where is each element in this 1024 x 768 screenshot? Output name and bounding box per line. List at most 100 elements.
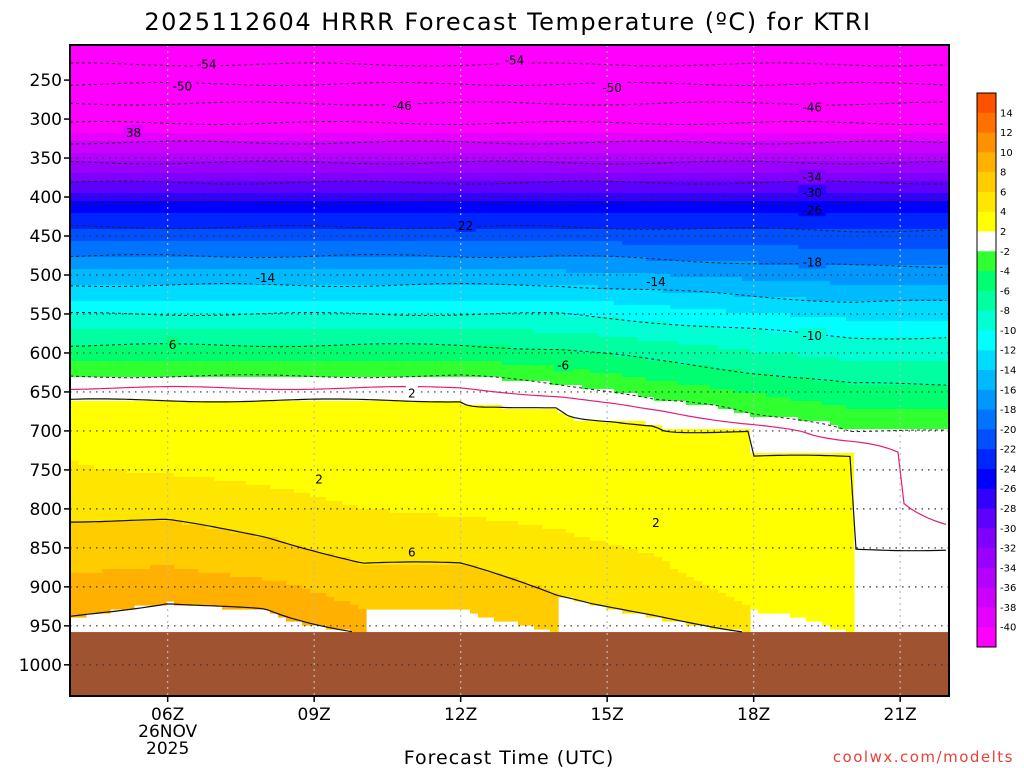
temperature-cell xyxy=(806,213,815,230)
temperature-cell xyxy=(318,329,327,346)
temperature-cell xyxy=(662,45,671,134)
temperature-cell xyxy=(302,301,311,314)
temperature-cell xyxy=(838,453,847,630)
temperature-cell xyxy=(214,285,223,302)
temperature-cell xyxy=(366,285,375,302)
temperature-cell xyxy=(206,285,215,302)
temperature-cell xyxy=(670,229,679,246)
temperature-cell xyxy=(838,405,847,430)
temperature-cell xyxy=(902,285,911,302)
temperature-cell xyxy=(94,257,103,270)
temperature-cell xyxy=(334,161,343,174)
temperature-cell xyxy=(830,453,839,630)
temperature-cell xyxy=(854,173,863,182)
temperature-cell xyxy=(534,133,543,142)
temperature-cell xyxy=(766,353,775,374)
temperature-cell xyxy=(550,593,559,634)
temperature-cell xyxy=(702,141,711,154)
contour-label: -50 xyxy=(602,81,622,95)
temperature-cell xyxy=(422,565,431,610)
temperature-cell xyxy=(470,181,479,194)
temperature-cell xyxy=(526,173,535,182)
temperature-cell xyxy=(406,229,415,242)
temperature-cell xyxy=(622,201,631,214)
temperature-cell xyxy=(158,377,167,402)
temperature-cell xyxy=(166,201,175,214)
temperature-cell xyxy=(814,213,823,230)
temperature-cell xyxy=(926,301,935,322)
temperature-cell xyxy=(534,301,543,314)
temperature-cell xyxy=(462,181,471,194)
temperature-cell xyxy=(550,229,559,242)
temperature-cell xyxy=(438,361,447,378)
contour-label-bg xyxy=(798,327,827,342)
y-tick-label: 300 xyxy=(30,110,62,130)
temperature-cell xyxy=(118,45,127,134)
temperature-cell xyxy=(142,401,151,474)
temperature-cell xyxy=(294,173,303,182)
temperature-cell xyxy=(414,329,423,346)
temperature-cell xyxy=(166,313,175,330)
temperature-cell xyxy=(78,229,87,242)
temperature-cell xyxy=(438,301,447,314)
temperature-cell xyxy=(422,313,431,330)
temperature-cell xyxy=(126,153,135,162)
temperature-cell xyxy=(926,229,935,250)
temperature-cell xyxy=(734,429,743,602)
temperature-cell xyxy=(358,285,367,302)
temperature-cell xyxy=(438,329,447,346)
contour-label-bg xyxy=(123,125,144,140)
temperature-cell xyxy=(878,409,887,430)
temperature-cell xyxy=(342,229,351,242)
temperature-cell xyxy=(206,153,215,162)
temperature-cell xyxy=(326,501,335,554)
temperature-cell xyxy=(694,141,703,154)
contour-label-bg xyxy=(455,217,476,232)
footer-link[interactable]: coolwx.com/modelts xyxy=(833,748,1014,766)
temperature-cell xyxy=(182,193,191,202)
temperature-cell xyxy=(478,517,487,570)
temperature-cell xyxy=(158,181,167,194)
temperature-cell xyxy=(318,285,327,302)
temperature-cell xyxy=(902,213,911,230)
temperature-cell xyxy=(670,133,679,142)
temperature-cell xyxy=(142,229,151,242)
temperature-cell xyxy=(614,161,623,174)
temperature-cell xyxy=(182,361,191,378)
temperature-cell xyxy=(710,405,719,430)
temperature-cell xyxy=(486,405,495,522)
temperature-cell xyxy=(182,569,191,606)
temperature-cell xyxy=(302,133,311,142)
temperature-cell xyxy=(526,301,535,314)
temperature-cell xyxy=(734,173,743,182)
temperature-cell xyxy=(78,45,87,134)
temperature-cell xyxy=(382,193,391,202)
temperature-cell xyxy=(942,153,949,162)
temperature-cell xyxy=(686,293,695,310)
temperature-cell xyxy=(942,201,949,214)
temperature-cell xyxy=(614,141,623,154)
temperature-cell xyxy=(702,201,711,214)
temperature-cell xyxy=(758,245,767,266)
temperature-cell xyxy=(814,421,823,454)
temperature-cell xyxy=(902,265,911,286)
temperature-cell xyxy=(846,337,855,362)
temperature-cell xyxy=(718,261,727,278)
colorbar-swatch xyxy=(977,310,996,331)
temperature-cell xyxy=(694,277,703,294)
temperature-cell xyxy=(478,45,487,134)
temperature-cell xyxy=(382,269,391,286)
temperature-cell xyxy=(734,153,743,162)
temperature-cell xyxy=(558,257,567,270)
temperature-cell xyxy=(478,141,487,154)
temperature-cell xyxy=(582,45,591,134)
temperature-cell xyxy=(726,293,735,314)
temperature-cell xyxy=(262,181,271,194)
temperature-cell xyxy=(270,201,279,214)
temperature-cell xyxy=(598,241,607,258)
temperature-cell xyxy=(574,173,583,182)
temperature-cell xyxy=(142,569,151,606)
temperature-cell xyxy=(694,581,703,626)
colorbar-label: -36 xyxy=(1000,583,1016,594)
temperature-cell xyxy=(454,361,463,378)
